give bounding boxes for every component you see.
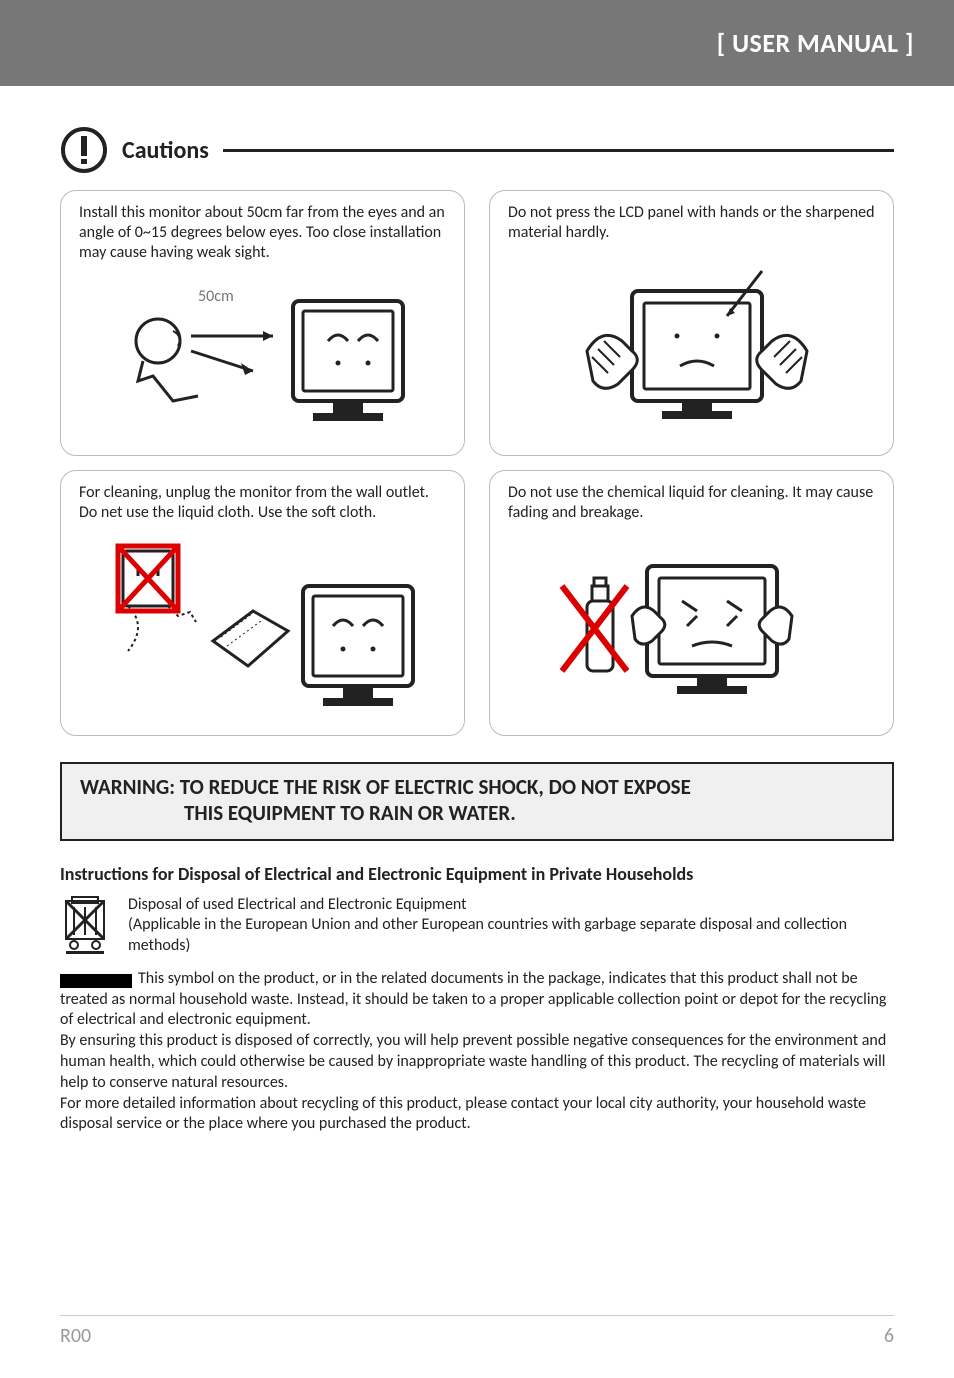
footer-page-number: 6 — [884, 1324, 894, 1348]
alert-icon — [60, 126, 108, 174]
header-bar: [ USER MANUAL ] — [0, 0, 954, 86]
illustration-distance: 50cm — [79, 271, 446, 441]
warning-line-2: THIS EQUIPMENT TO RAIN OR WATER. — [80, 800, 874, 826]
warning-line-1: WARNING: TO REDUCE THE RISK OF ELECTRIC … — [80, 774, 691, 800]
caution-card-chemicals: Do not use the chemical liquid for clean… — [489, 470, 894, 736]
disposal-intro-line-1: Disposal of used Electrical and Electron… — [128, 895, 894, 916]
disposal-body: This symbol on the product, or in the re… — [60, 969, 894, 1135]
footer-revision: R00 — [60, 1324, 91, 1348]
content-area: Cautions Install this monitor about 50cm… — [0, 86, 954, 1135]
cautions-grid: Install this monitor about 50cm far from… — [60, 190, 894, 736]
caution-text: Do not use the chemical liquid for clean… — [508, 483, 875, 523]
illustration-cleaning — [79, 531, 446, 721]
caution-text: Install this monitor about 50cm far from… — [79, 203, 446, 263]
caution-card-distance: Install this monitor about 50cm far from… — [60, 190, 465, 456]
section-rule — [223, 149, 894, 152]
caution-card-cleaning: For cleaning, unplug the monitor from th… — [60, 470, 465, 736]
disposal-body-text: This symbol on the product, or in the re… — [60, 969, 886, 1134]
redaction-block — [60, 974, 132, 988]
page-footer: R00 6 — [60, 1315, 894, 1348]
section-heading: Cautions — [60, 126, 894, 174]
caution-card-lcd-press: Do not press the LCD panel with hands or… — [489, 190, 894, 456]
section-title: Cautions — [122, 136, 209, 165]
illustration-chemicals — [508, 531, 875, 721]
caution-text: For cleaning, unplug the monitor from th… — [79, 483, 446, 523]
warning-box: WARNING: TO REDUCE THE RISK OF ELECTRIC … — [60, 762, 894, 841]
distance-label: 50cm — [198, 287, 234, 306]
header-title: [ USER MANUAL ] — [717, 27, 914, 59]
disposal-heading: Instructions for Disposal of Electrical … — [60, 863, 894, 885]
weee-bin-icon — [60, 895, 110, 955]
disposal-intro-line-2: (Applicable in the European Union and ot… — [128, 915, 894, 957]
illustration-lcd-press — [508, 251, 875, 441]
page: [ USER MANUAL ] Cautions Install this mo… — [0, 0, 954, 1378]
caution-text: Do not press the LCD panel with hands or… — [508, 203, 875, 243]
disposal-intro-row: Disposal of used Electrical and Electron… — [60, 895, 894, 957]
disposal-intro: Disposal of used Electrical and Electron… — [128, 895, 894, 957]
warning-text: WARNING: TO REDUCE THE RISK OF ELECTRIC … — [80, 774, 874, 827]
